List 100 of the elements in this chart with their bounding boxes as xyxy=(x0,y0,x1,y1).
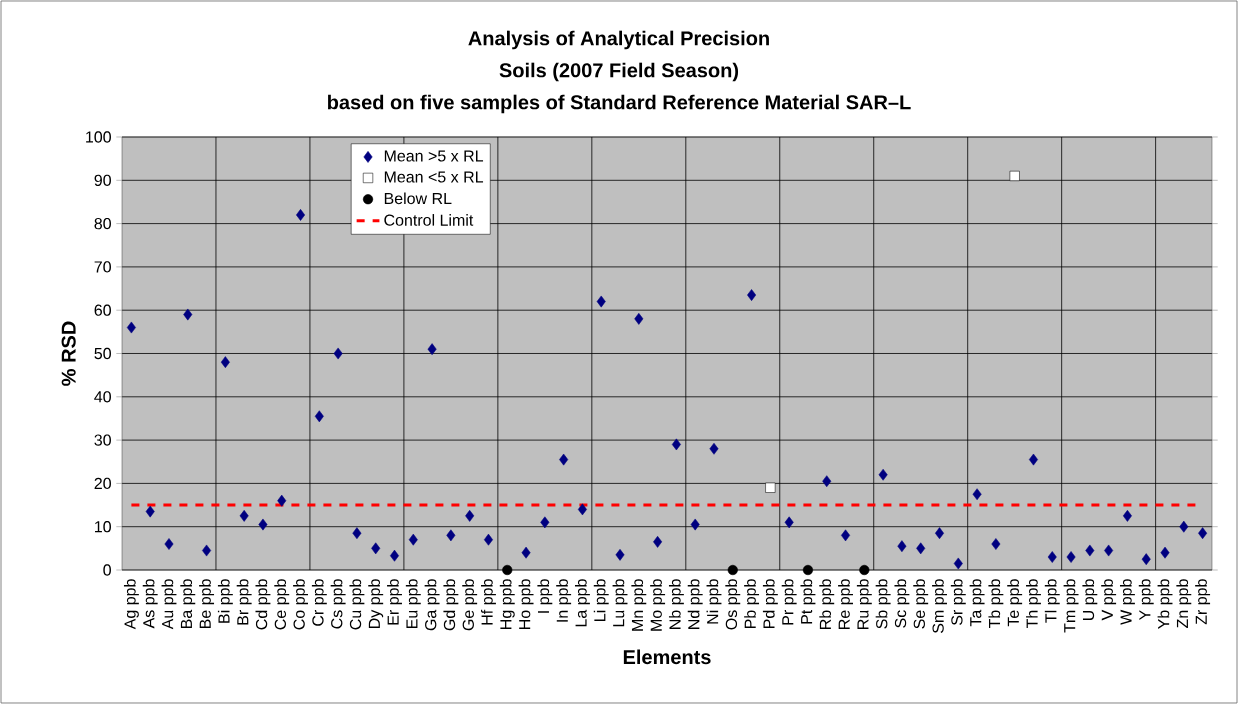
point xyxy=(465,510,475,522)
point xyxy=(183,308,193,321)
x-tick-label: Ba ppb xyxy=(180,579,196,629)
point xyxy=(747,289,757,301)
x-tick-label: Pd ppb xyxy=(762,579,778,629)
point xyxy=(1198,527,1208,540)
point xyxy=(671,438,681,451)
point xyxy=(1179,520,1189,533)
x-tick-label: Hf ppb xyxy=(481,579,496,625)
x-tick-label: U ppb xyxy=(1082,579,1098,621)
x-tick-label: Rb ppb xyxy=(819,579,835,629)
x-tick-label: Ru ppb xyxy=(856,579,872,629)
x-tick-label: Zn ppb xyxy=(1176,579,1192,628)
x-tick-label: Ag ppb xyxy=(123,579,139,630)
point xyxy=(841,529,851,542)
point xyxy=(333,347,343,360)
x-tick-label: V ppb xyxy=(1101,579,1117,621)
point xyxy=(371,542,381,555)
point xyxy=(991,538,1001,550)
x-tick-label: Ga ppb xyxy=(424,579,440,631)
x-tick-label: Zr ppb xyxy=(1195,579,1211,625)
point xyxy=(1141,553,1151,566)
point xyxy=(1122,510,1132,522)
point xyxy=(408,533,418,546)
point xyxy=(220,356,230,369)
x-tick-label: Dy ppb xyxy=(368,579,384,628)
point xyxy=(916,542,926,555)
y-tick-label: 10 xyxy=(95,521,111,533)
x-tick-label: Sb ppb xyxy=(875,579,891,629)
point xyxy=(352,527,362,540)
point xyxy=(897,540,907,553)
point xyxy=(878,468,888,481)
y-tick-label: 40 xyxy=(94,391,111,403)
x-tick-label: Eu ppb xyxy=(405,579,421,629)
point xyxy=(1047,551,1057,563)
x-axis-title: Elements xyxy=(623,649,711,665)
point xyxy=(296,209,306,221)
x-tick-label: Tb ppb xyxy=(988,579,1004,629)
point xyxy=(802,564,814,576)
x-tick-label: Se ppb xyxy=(913,579,929,629)
point xyxy=(1009,170,1020,182)
y-tick-label: 70 xyxy=(94,261,111,273)
x-tick-label: Nb ppb xyxy=(668,579,684,629)
x-tick-label: Yb ppb xyxy=(1157,579,1173,629)
x-tick-label: Re ppb xyxy=(838,579,853,629)
point xyxy=(690,518,700,531)
x-tick-label: Hg ppb xyxy=(499,579,515,629)
y-axis-title: % RSD xyxy=(61,321,76,386)
x-tick-label: Cd ppb xyxy=(255,579,271,630)
point xyxy=(145,505,155,518)
x-tick-label: In ppb xyxy=(556,579,572,622)
x-tick-label: W ppb xyxy=(1119,579,1135,625)
x-tick-label: Ni ppb xyxy=(706,579,722,624)
x-tick-label: As ppb xyxy=(142,579,158,629)
point xyxy=(577,503,587,516)
x-tick-label: Co ppb xyxy=(293,579,308,630)
point xyxy=(972,488,982,501)
point xyxy=(784,516,794,529)
x-tick-label: Er ppb xyxy=(387,579,402,625)
point xyxy=(1160,546,1170,559)
x-tick-label: Sm ppb xyxy=(932,579,947,634)
point xyxy=(859,564,870,576)
x-tick-label: Pr ppb xyxy=(781,579,797,625)
y-tick-label: 30 xyxy=(94,434,111,446)
x-tick-label: Cr ppb xyxy=(311,579,327,626)
x-tick-label: Cu ppb xyxy=(349,579,365,630)
chart-title: Analysis of Analytical Precision xyxy=(468,30,769,50)
point xyxy=(126,321,136,334)
point xyxy=(258,518,268,531)
point xyxy=(709,442,719,455)
point xyxy=(822,475,832,488)
y-tick-label: 60 xyxy=(94,304,111,316)
point xyxy=(277,494,287,507)
x-tick-label: La ppb xyxy=(574,579,590,627)
x-tick-label: Th ppb xyxy=(1026,579,1041,629)
point xyxy=(765,482,776,493)
x-tick-label: Tl ppb xyxy=(1044,579,1060,623)
point xyxy=(1085,544,1095,557)
point xyxy=(521,546,531,559)
point xyxy=(239,510,249,522)
text: based on five samples of Standard Reference Material SAR–L xyxy=(328,94,911,114)
y-tick-label: 90 xyxy=(94,174,111,186)
x-tick-label: Sc ppb xyxy=(894,579,910,628)
x-tick-label: Sr ppb xyxy=(950,579,966,626)
y-tick-label: 0 xyxy=(103,564,111,576)
x-tick-label: Nd ppb xyxy=(687,579,703,629)
x-tick-label: Pb ppb xyxy=(744,579,760,629)
x-tick-label: Be ppb xyxy=(199,579,215,629)
y-tick-label: 80 xyxy=(94,217,111,230)
x-tick-label: Ta ppb xyxy=(969,579,985,627)
x-tick-label: I ppb xyxy=(537,579,553,613)
x-tick-label: Tm ppb xyxy=(1063,579,1079,633)
point xyxy=(202,544,212,557)
legend-label: Below RL xyxy=(384,192,452,205)
point xyxy=(1104,544,1114,557)
x-tick-label: Li ppb xyxy=(593,579,609,621)
x-tick-label: Te ppb xyxy=(1007,579,1023,627)
chart-subtitle: Soils (2007 Field Season) xyxy=(499,62,739,82)
x-tick-label: Os ppb xyxy=(725,579,741,630)
x-tick-label: Cs ppb xyxy=(330,579,346,629)
